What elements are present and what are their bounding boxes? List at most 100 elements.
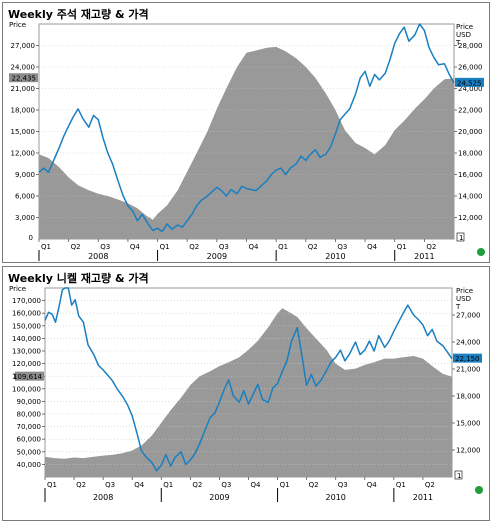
left-tick-label: 40,000 [17,461,42,469]
left-tick-label: 3,000 [15,214,35,222]
left-tick-label: 21,000 [11,85,36,93]
right-tick-label: 12,000 [458,214,483,222]
left-tick-label: 80,000 [17,411,42,419]
right-axis-label-line: Price [456,287,474,295]
left-current-box [15,371,44,381]
nickel-chart-svg: 40,000 50,000 60,000 70,000 80,000 90,000 100,… [12,287,483,502]
right-tick-label: 24,000 [456,339,481,347]
left-tick-label: 150,000 [12,322,41,330]
quarter-label: Q2 [189,243,199,251]
year-label: 2008 [93,493,113,502]
right-tick-label: 18,000 [456,393,481,401]
right-tick-label: 14,000 [458,193,483,201]
left-tick-label: 18,000 [11,107,36,115]
quarter-label: Q1 [280,481,290,489]
chart-title: Weekly 니켈 재고량 & 가격 [8,272,149,285]
right-min-box [454,470,463,480]
right-current-box [455,77,484,87]
quarter-label: Q1 [160,243,170,251]
left-tick-label: 90,000 [17,398,42,406]
right-tick-label: 12,000 [456,447,481,455]
right-current-box [453,353,482,363]
quarter-label: Q3 [338,481,348,489]
left-current-label: 109,614 [13,373,42,381]
year-label: 2011 [414,252,434,261]
right-tick-label: 27,000 [456,312,481,320]
quarter-label: Q4 [130,243,141,251]
right-min-label: 1 [457,472,461,480]
left-tick-label: 140,000 [12,335,41,343]
year-label: 2009 [207,252,227,261]
inventory-area [45,308,452,477]
right-axis-label: Price USD T [456,23,473,47]
year-label: 2011 [413,493,433,502]
right-axis-label-line: Price [456,23,474,31]
quarter-label: Q2 [309,481,319,489]
year-label: 2010 [326,493,346,502]
right-tick-label: 26,000 [458,64,483,72]
quarter-label: Q3 [100,243,110,251]
quarter-label: Q4 [251,481,262,489]
right-tick-label: 28,000 [458,42,483,50]
right-axis-label-line: T [456,303,461,311]
left-current-box [9,73,38,83]
quarter-label: Q3 [219,243,229,251]
year-label: 2008 [88,252,108,261]
tin-chart-panel: Weekly 주석 재고량 & 가격 Price Price USD T 3,0… [2,2,490,263]
left-tick-label: 27,000 [11,42,36,50]
quarter-label: Q4 [367,481,378,489]
quarter-label: Q4 [134,481,145,489]
right-tick-label: 16,000 [458,171,483,179]
quarter-label: Q1 [278,243,288,251]
quarter-label: Q3 [105,481,115,489]
quarter-label: Q3 [337,243,347,251]
status-dot-icon [475,486,483,494]
left-axis-label: Price [9,285,27,293]
left-tick-label: 120,000 [12,360,41,368]
quarter-label: Q4 [367,243,378,251]
left-tick-label: 9,000 [15,171,35,179]
quarter-label: Q2 [192,481,202,489]
right-axis-label-line: USD [456,31,471,39]
price-line [44,287,453,472]
year-label: 2009 [209,493,229,502]
left-tick-label: 24,000 [11,64,36,72]
quarter-label: Q2 [308,243,318,251]
left-tick-label: 60,000 [17,436,42,444]
left-tick-label: 12,000 [11,150,36,158]
quarter-label: Q1 [41,243,51,251]
tin-chart-svg: 3,000 6,000 9,000 12,000 15,000 18,000 21,000 2… [9,23,485,261]
year-label: 2010 [325,252,345,261]
right-min-box [456,232,465,242]
right-current-label: 22,150 [455,355,480,363]
quarter-label: Q2 [425,481,435,489]
status-dot-icon [477,248,485,256]
left-min-label: 0 [29,234,33,242]
left-tick-label: 170,000 [12,297,41,305]
right-tick-label: 20,000 [458,128,483,136]
price-line [38,23,455,233]
quarter-label: Q1 [163,481,173,489]
right-tick-label: 24,000 [458,85,483,93]
right-min-label: 1 [459,234,463,242]
left-tick-label: 15,000 [11,128,36,136]
quarter-label: Q4 [249,243,260,251]
quarter-label: Q2 [71,243,81,251]
right-tick-label: 22,000 [458,107,483,115]
left-tick-label: 100,000 [12,385,41,393]
inventory-area [39,46,454,240]
right-axis-label-line: T [456,39,461,47]
quarter-label: Q2 [426,243,436,251]
right-axis-label: Price USD T [456,287,473,311]
left-axis-label: Price [9,21,27,29]
nickel-chart-panel: Weekly 니켈 재고량 & 가격 Price Price USD T 40,… [2,266,490,521]
left-current-label: 22,435 [12,75,37,83]
right-current-label: 24,525 [457,79,482,87]
left-tick-label: 6,000 [15,193,35,201]
right-tick-label: 15,000 [456,420,481,428]
quarter-label: Q3 [221,481,231,489]
quarter-label: Q1 [47,481,57,489]
right-axis-label-line: USD [456,295,471,303]
quarter-label: Q2 [76,481,86,489]
